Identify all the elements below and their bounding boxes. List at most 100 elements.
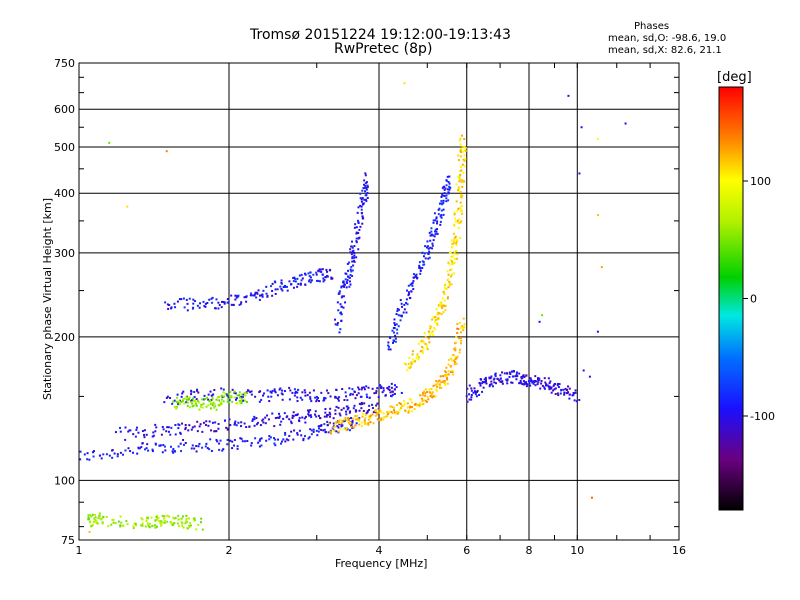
data-point: [532, 380, 535, 383]
data-point: [482, 381, 485, 384]
data-point: [387, 344, 390, 347]
data-point: [99, 517, 102, 520]
data-point: [336, 322, 339, 325]
data-point: [364, 174, 367, 177]
data-point: [181, 392, 184, 395]
data-point: [349, 421, 352, 424]
data-point: [314, 410, 317, 413]
data-point: [198, 408, 201, 411]
data-point: [177, 423, 180, 426]
data-point: [460, 196, 463, 199]
data-point: [285, 285, 288, 288]
data-point: [454, 257, 457, 260]
data-point: [538, 378, 541, 381]
data-point: [511, 381, 514, 384]
data-point: [400, 302, 403, 305]
data-point: [355, 232, 358, 235]
data-point: [226, 438, 229, 441]
data-point: [276, 288, 279, 291]
data-point: [92, 455, 95, 458]
data-point: [191, 405, 194, 408]
data-point: [359, 225, 362, 228]
data-point: [416, 355, 419, 358]
data-point: [337, 426, 340, 429]
data-point: [349, 251, 352, 254]
data-point: [342, 295, 345, 298]
data-point: [165, 150, 168, 153]
data-point: [343, 427, 346, 430]
data-point: [463, 326, 466, 329]
data-point: [499, 377, 502, 380]
data-point: [375, 409, 378, 412]
data-point: [422, 255, 425, 258]
data-point: [353, 245, 356, 248]
data-point: [124, 426, 127, 429]
data-point: [522, 374, 525, 377]
data-point: [447, 199, 450, 202]
data-point: [365, 396, 368, 399]
data-point: [134, 524, 137, 527]
data-point: [345, 280, 348, 283]
data-point: [412, 273, 415, 276]
data-point: [204, 423, 207, 426]
data-point: [347, 276, 350, 279]
data-point: [379, 387, 382, 390]
data-point: [405, 289, 408, 292]
data-point: [448, 182, 451, 185]
data-point: [313, 413, 316, 416]
data-point: [296, 285, 299, 288]
data-point: [431, 330, 434, 333]
data-point: [233, 423, 236, 426]
data-point: [533, 380, 536, 383]
data-point: [387, 388, 390, 391]
data-point: [323, 415, 326, 418]
data-point: [392, 326, 395, 329]
data-point: [220, 395, 223, 398]
data-point: [458, 351, 461, 354]
data-point: [460, 180, 463, 183]
data-point: [94, 516, 97, 519]
data-point: [428, 231, 431, 234]
data-point: [341, 424, 344, 427]
data-point: [176, 300, 179, 303]
data-point: [440, 195, 443, 198]
data-point: [386, 386, 389, 389]
data-point: [424, 342, 427, 345]
data-point: [444, 383, 447, 386]
data-point: [449, 259, 452, 262]
data-point: [226, 400, 229, 403]
data-point: [191, 444, 194, 447]
data-point: [86, 458, 89, 461]
data-point: [163, 445, 166, 448]
data-point: [182, 526, 185, 529]
data-point: [244, 394, 247, 397]
data-point: [432, 334, 435, 337]
data-point: [90, 524, 93, 527]
data-point: [258, 294, 261, 297]
data-point: [568, 387, 571, 390]
data-point: [217, 395, 220, 398]
data-point: [146, 443, 149, 446]
data-point: [460, 326, 463, 329]
data-point: [396, 310, 399, 313]
data-point: [448, 281, 451, 284]
data-point: [178, 424, 181, 427]
data-point: [323, 428, 326, 431]
data-point: [537, 381, 540, 384]
data-point: [172, 451, 175, 454]
data-point: [355, 226, 358, 229]
data-point: [448, 284, 451, 287]
data-point: [191, 426, 194, 429]
data-point: [488, 383, 491, 386]
data-point: [361, 222, 364, 225]
data-point: [222, 300, 225, 303]
data-point: [371, 407, 374, 410]
data-point: [309, 414, 312, 417]
data-point: [496, 378, 499, 381]
data-point: [196, 430, 199, 433]
data-point: [231, 388, 234, 391]
data-point: [464, 157, 467, 160]
data-point: [315, 395, 318, 398]
data-point: [294, 277, 297, 280]
data-point: [334, 395, 337, 398]
